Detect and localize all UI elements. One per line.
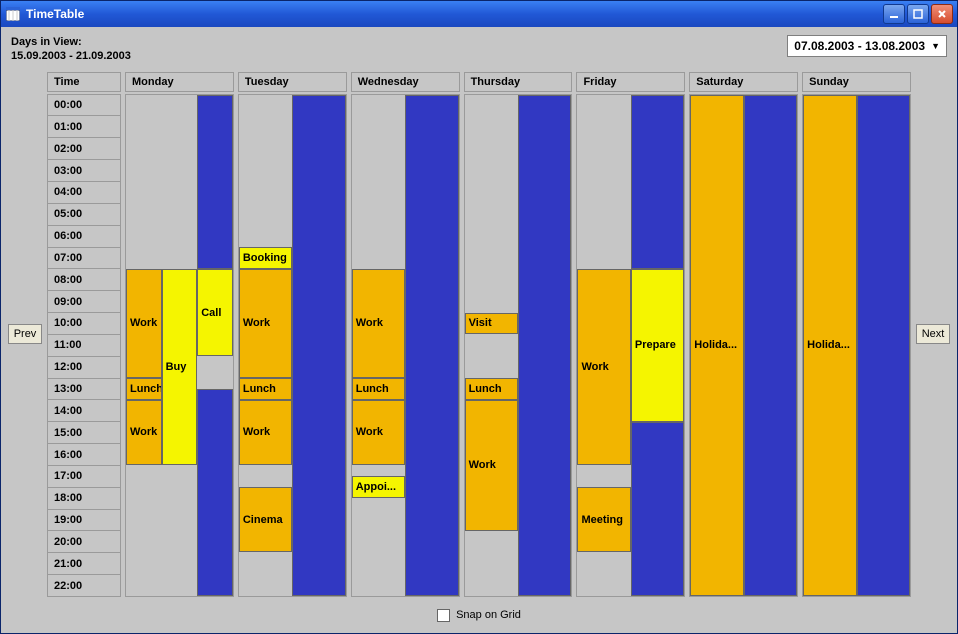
day-header: Wednesday bbox=[351, 72, 460, 92]
time-cell: 20:00 bbox=[47, 531, 121, 553]
day-column[interactable]: BookingWorkLunchWorkCinema bbox=[238, 94, 347, 597]
time-cell: 17:00 bbox=[47, 466, 121, 488]
event[interactable] bbox=[197, 95, 233, 269]
time-cell: 02:00 bbox=[47, 138, 121, 160]
next-container: Next bbox=[915, 72, 951, 597]
event[interactable]: Visit bbox=[465, 313, 518, 335]
event[interactable] bbox=[405, 95, 458, 596]
snap-on-grid-label: Snap on Grid bbox=[456, 609, 521, 621]
date-range-dropdown[interactable]: 07.08.2003 - 13.08.2003 ▼ bbox=[787, 35, 947, 57]
event[interactable]: Holida... bbox=[690, 95, 743, 596]
topbar: Days in View: 15.09.2003 - 21.09.2003 07… bbox=[5, 31, 953, 68]
event[interactable] bbox=[197, 389, 233, 596]
time-cell: 06:00 bbox=[47, 226, 121, 248]
day-column[interactable]: WorkBuyCall LunchWork bbox=[125, 94, 234, 597]
date-range-value: 07.08.2003 - 13.08.2003 bbox=[794, 39, 925, 53]
middle-panel: Prev Time MondayTuesdayWednesdayThursday… bbox=[5, 68, 953, 601]
event[interactable]: Prepare bbox=[631, 269, 684, 422]
event[interactable]: Booking bbox=[239, 247, 292, 269]
event[interactable] bbox=[292, 95, 345, 596]
prev-container: Prev bbox=[7, 72, 43, 597]
event[interactable]: Buy bbox=[162, 269, 198, 465]
event[interactable] bbox=[857, 95, 910, 596]
window-title: TimeTable bbox=[26, 7, 883, 21]
time-cell: 09:00 bbox=[47, 291, 121, 313]
time-cell: 22:00 bbox=[47, 575, 121, 597]
time-cell: 12:00 bbox=[47, 357, 121, 379]
day-header: Monday bbox=[125, 72, 234, 92]
app-icon bbox=[5, 6, 21, 22]
day-header: Saturday bbox=[689, 72, 798, 92]
event[interactable]: Meeting bbox=[577, 487, 630, 552]
time-cell: 01:00 bbox=[47, 116, 121, 138]
day-header: Sunday bbox=[802, 72, 911, 92]
client-area: Days in View: 15.09.2003 - 21.09.2003 07… bbox=[1, 27, 957, 633]
day-header: Friday bbox=[576, 72, 685, 92]
days-in-view-range: 15.09.2003 - 21.09.2003 bbox=[11, 49, 131, 63]
window-buttons bbox=[883, 4, 953, 24]
event[interactable]: Work bbox=[126, 269, 162, 378]
close-button[interactable] bbox=[931, 4, 953, 24]
time-cell: 15:00 bbox=[47, 422, 121, 444]
days-in-view-label: Days in View: bbox=[11, 35, 131, 49]
time-cell: 08:00 bbox=[47, 269, 121, 291]
event[interactable]: Work bbox=[126, 400, 162, 465]
event[interactable]: Lunch bbox=[126, 378, 162, 400]
time-cell: 07:00 bbox=[47, 248, 121, 270]
event[interactable]: Lunch bbox=[352, 378, 405, 400]
event[interactable]: Work bbox=[352, 400, 405, 465]
grid-body: 00:0001:0002:0003:0004:0005:0006:0007:00… bbox=[47, 94, 911, 597]
day-column[interactable]: Holida... bbox=[689, 94, 798, 597]
day-column[interactable]: Holida... bbox=[802, 94, 911, 597]
day-column[interactable]: Visit LunchWork bbox=[464, 94, 573, 597]
time-cell: 21:00 bbox=[47, 553, 121, 575]
days-in-view: Days in View: 15.09.2003 - 21.09.2003 bbox=[11, 35, 131, 64]
day-header: Thursday bbox=[464, 72, 573, 92]
app-window: TimeTable Days in View: 15.09.2003 - 21.… bbox=[0, 0, 958, 634]
day-header: Tuesday bbox=[238, 72, 347, 92]
time-cell: 13:00 bbox=[47, 379, 121, 401]
prev-button[interactable]: Prev bbox=[8, 324, 43, 344]
event[interactable]: Work bbox=[352, 269, 405, 378]
event[interactable]: Appoi... bbox=[352, 476, 405, 498]
event[interactable]: Lunch bbox=[465, 378, 518, 400]
time-cell: 19:00 bbox=[47, 510, 121, 532]
event[interactable]: Work bbox=[239, 269, 292, 378]
event[interactable] bbox=[631, 422, 684, 596]
time-cell: 05:00 bbox=[47, 204, 121, 226]
event[interactable]: Lunch bbox=[239, 378, 292, 400]
time-cell: 11:00 bbox=[47, 335, 121, 357]
maximize-button[interactable] bbox=[907, 4, 929, 24]
time-header: Time bbox=[47, 72, 121, 92]
event[interactable]: Work bbox=[465, 400, 518, 531]
grid-header: Time MondayTuesdayWednesdayThursdayFrida… bbox=[47, 72, 911, 92]
bottombar: Snap on Grid bbox=[5, 601, 953, 629]
timetable-grid: Time MondayTuesdayWednesdayThursdayFrida… bbox=[47, 72, 911, 597]
time-cell: 10:00 bbox=[47, 313, 121, 335]
event[interactable]: Work bbox=[239, 400, 292, 465]
event[interactable] bbox=[631, 95, 684, 269]
day-column[interactable]: WorkLunchWork Appoi... bbox=[351, 94, 460, 597]
time-cell: 18:00 bbox=[47, 488, 121, 510]
titlebar[interactable]: TimeTable bbox=[1, 1, 957, 27]
event[interactable]: Cinema bbox=[239, 487, 292, 552]
next-button[interactable]: Next bbox=[916, 324, 951, 344]
snap-on-grid-checkbox[interactable] bbox=[437, 609, 450, 622]
dropdown-triangle-icon: ▼ bbox=[931, 41, 940, 51]
event[interactable]: Call bbox=[197, 269, 233, 356]
event[interactable] bbox=[744, 95, 797, 596]
time-cell: 16:00 bbox=[47, 444, 121, 466]
time-cell: 14:00 bbox=[47, 400, 121, 422]
time-column: 00:0001:0002:0003:0004:0005:0006:0007:00… bbox=[47, 94, 121, 597]
time-cell: 04:00 bbox=[47, 182, 121, 204]
event[interactable]: Holida... bbox=[803, 95, 856, 596]
time-cell: 00:00 bbox=[47, 94, 121, 117]
minimize-button[interactable] bbox=[883, 4, 905, 24]
event[interactable]: Work bbox=[577, 269, 630, 465]
event[interactable] bbox=[518, 95, 571, 596]
day-column[interactable]: WorkPrepare Meeting bbox=[576, 94, 685, 597]
time-cell: 03:00 bbox=[47, 160, 121, 182]
